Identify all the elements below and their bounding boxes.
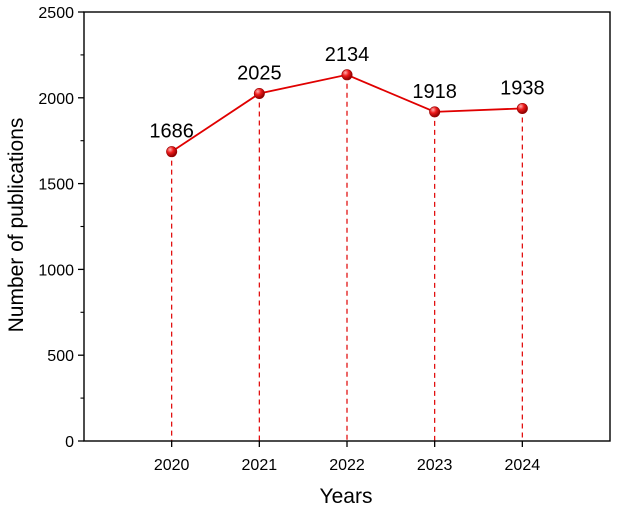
x-tick-label: 2024 (505, 457, 541, 474)
data-labels: 1686 2025 2134 1918 1938 (149, 44, 544, 143)
y-axis-title: Number of publications (5, 118, 28, 333)
y-tick-label: 2000 (38, 91, 74, 108)
data-label: 1918 (412, 81, 457, 103)
x-tick-label: 2023 (417, 457, 453, 474)
y-tick-label: 500 (47, 348, 74, 365)
y-tick-label: 1000 (38, 262, 74, 279)
data-point (429, 106, 441, 118)
x-tick-label: 2022 (329, 457, 365, 474)
y-axis: 0 500 1000 1500 2000 2500 (38, 5, 84, 451)
data-point (516, 102, 528, 114)
y-tick-label: 0 (65, 434, 74, 451)
data-label: 1686 (149, 121, 194, 143)
data-label: 2025 (237, 63, 282, 85)
data-point (166, 146, 178, 158)
y-tick-label: 1500 (38, 177, 74, 194)
x-axis: 2020 2021 2022 2023 2024 (154, 441, 540, 474)
data-point (341, 69, 353, 81)
y-tick-label: 2500 (38, 5, 74, 22)
x-tick-label: 2020 (154, 457, 190, 474)
data-label: 2134 (325, 44, 370, 66)
series-layer (166, 69, 528, 158)
x-axis-title: Years (320, 485, 373, 508)
drop-lines (171, 74, 523, 441)
data-point (253, 88, 265, 100)
data-label: 1938 (500, 77, 545, 99)
x-tick-label: 2021 (242, 457, 278, 474)
